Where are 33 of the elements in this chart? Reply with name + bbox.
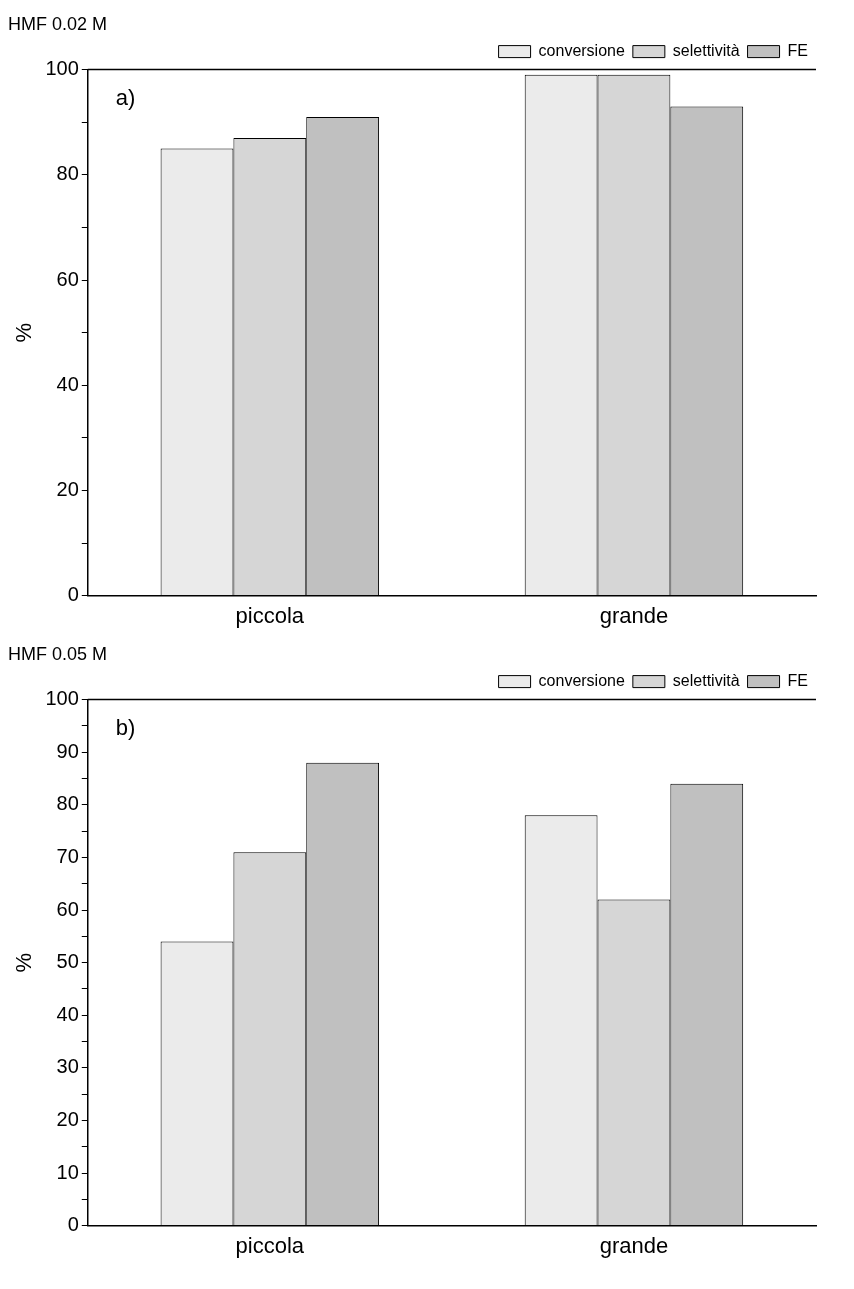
legend-label: selettività (672, 42, 740, 60)
y-tick-label: 70 (56, 844, 79, 867)
y-tick-label: 90 (56, 739, 79, 762)
x-tick-label: grande (599, 1232, 669, 1258)
legend-label: FE (787, 42, 809, 60)
y-tick-label: 80 (56, 162, 79, 185)
x-tick-label: piccola (235, 1232, 305, 1258)
annotation: a) (115, 84, 136, 110)
annotation: b) (115, 714, 136, 740)
y-tick-label: 40 (56, 1002, 79, 1025)
x-tick-label: piccola (235, 602, 305, 628)
y-tick-label: 100 (45, 687, 79, 710)
legend-label: FE (787, 672, 809, 690)
chart-title: HMF 0.02 M (8, 13, 108, 34)
y-tick-label: 10 (56, 1160, 79, 1183)
chart-title: HMF 0.05 M (8, 643, 108, 664)
y-tick-label: 40 (56, 372, 79, 395)
y-axis-title: % (11, 322, 37, 343)
y-axis-title: % (11, 952, 37, 973)
y-tick-label: 0 (67, 1213, 79, 1236)
y-tick-label: 80 (56, 792, 79, 815)
y-tick-label: 30 (56, 1055, 79, 1078)
legend-label: selettività (672, 672, 740, 690)
legend-label: conversione (538, 672, 625, 690)
y-tick-label: 60 (56, 267, 79, 290)
legend-label: conversione (538, 42, 625, 60)
y-tick-label: 50 (56, 950, 79, 973)
y-tick-label: 100 (45, 57, 79, 80)
y-tick-label: 20 (56, 477, 79, 500)
y-tick-label: 0 (67, 583, 79, 606)
y-tick-label: 20 (56, 1107, 79, 1130)
x-tick-label: grande (599, 602, 669, 628)
y-tick-label: 60 (56, 897, 79, 920)
